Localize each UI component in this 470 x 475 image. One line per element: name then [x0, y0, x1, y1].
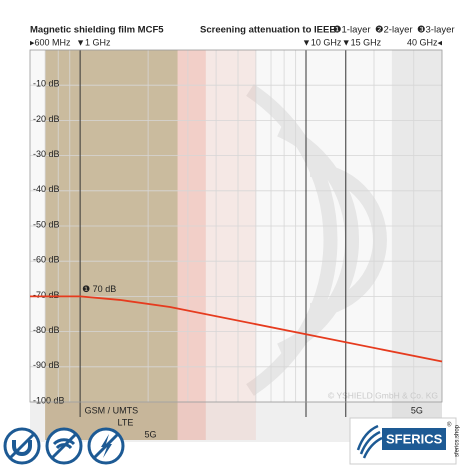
frequency-band: [391, 50, 442, 440]
watermark: [246, 84, 387, 396]
legend-entry: ❸3-layer: [417, 25, 455, 36]
band-label: GSM / UMTS: [85, 405, 139, 415]
legend-entry: ❶1-layer: [333, 25, 371, 36]
y-tick-label: -30 dB: [33, 149, 60, 159]
y-tick-label: -100 dB: [33, 395, 65, 405]
y-tick-label: -70 dB: [33, 290, 60, 300]
annotation: ❶ 70 dB: [82, 284, 116, 294]
watermark-arc: [277, 123, 359, 357]
frequency-band: [45, 50, 178, 440]
x-tick-label: 40 GHz◂: [407, 37, 443, 47]
x-tick-label: ▼10 GHz: [302, 37, 342, 47]
icon-strike: [92, 432, 120, 460]
icon-magnet-shape: [12, 440, 32, 456]
logo-mark: [356, 424, 383, 459]
x-tick-label: ▸600 MHz: [30, 37, 71, 47]
copyright: © YSHIELD GmbH & Co. KG: [328, 390, 438, 400]
series-line: [30, 295, 443, 363]
y-tick-label: -40 dB: [33, 184, 60, 194]
brand: SFERICS: [386, 431, 443, 446]
chart-subtitle: Screening attenuation to IEEE: [200, 25, 336, 36]
y-tick-label: -60 dB: [33, 255, 60, 265]
chart-title: Magnetic shielding film MCF5: [30, 25, 164, 36]
x-tick-label: ▼1 GHz: [76, 37, 111, 47]
watermark-arc: [246, 84, 338, 396]
y-tick-label: -20 dB: [33, 114, 60, 124]
logo-plate: [382, 428, 446, 450]
frequency-band: [45, 50, 206, 440]
y-tick-label: -10 dB: [33, 79, 60, 89]
icon-strike: [50, 432, 78, 460]
plot-frame: [29, 49, 443, 403]
logo: SFERICS ® sferics.shop: [349, 417, 461, 465]
y-tick-label: -80 dB: [33, 325, 60, 335]
band-label: LTE: [118, 417, 134, 427]
icon-strike: [8, 432, 36, 460]
watermark-arc: [309, 163, 387, 317]
y-tick-label: -50 dB: [33, 219, 60, 229]
frequency-band: [45, 50, 256, 440]
y-tick-label: -90 dB: [33, 360, 60, 370]
brand-mark: ®: [447, 422, 452, 429]
band-label: 5G: [411, 405, 423, 415]
brand-url: sferics.shop: [455, 424, 461, 457]
icons: [3, 427, 125, 465]
legend-entry: ❷2-layer: [375, 25, 413, 36]
x-tick-label: ▼15 GHz: [342, 37, 382, 47]
band-label: 5G: [144, 429, 156, 439]
